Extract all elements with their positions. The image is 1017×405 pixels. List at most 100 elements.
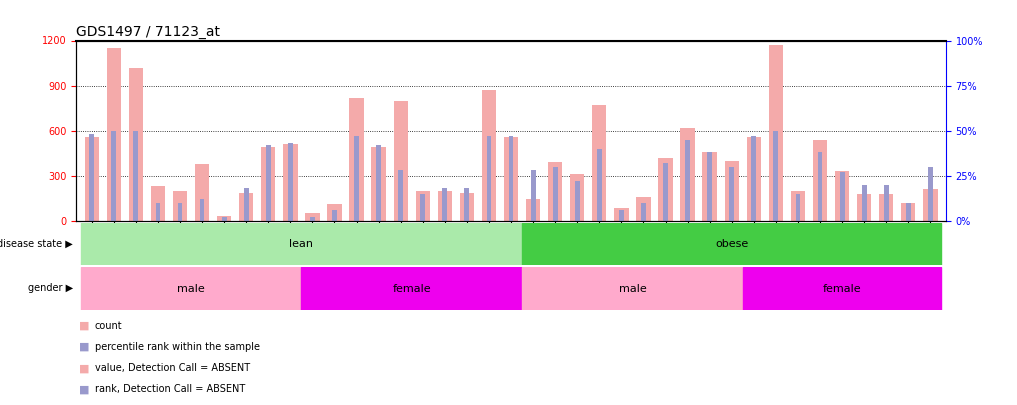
Bar bbox=[261, 147, 276, 221]
Bar bbox=[685, 140, 690, 221]
Bar bbox=[703, 151, 717, 221]
Bar bbox=[597, 149, 602, 221]
Bar bbox=[371, 147, 385, 221]
Text: male: male bbox=[618, 284, 646, 294]
Bar bbox=[641, 202, 646, 221]
Bar bbox=[526, 199, 540, 221]
Bar bbox=[305, 213, 319, 221]
Bar bbox=[522, 267, 742, 310]
Bar bbox=[742, 267, 942, 310]
Bar bbox=[729, 167, 734, 221]
Bar bbox=[614, 208, 629, 221]
Bar bbox=[813, 140, 827, 221]
Bar bbox=[923, 189, 938, 221]
Bar bbox=[399, 170, 403, 221]
Bar bbox=[265, 145, 271, 221]
Bar bbox=[178, 202, 182, 221]
Bar bbox=[592, 105, 606, 221]
Bar bbox=[522, 223, 942, 265]
Bar bbox=[879, 194, 893, 221]
Bar bbox=[906, 202, 910, 221]
Bar bbox=[835, 171, 849, 221]
Text: ■: ■ bbox=[79, 342, 89, 352]
Text: ■: ■ bbox=[79, 321, 89, 331]
Text: disease state ▶: disease state ▶ bbox=[0, 239, 73, 249]
Bar bbox=[151, 186, 165, 221]
Bar bbox=[310, 217, 315, 221]
Bar bbox=[199, 199, 204, 221]
Text: ■: ■ bbox=[79, 384, 89, 394]
Text: ■: ■ bbox=[79, 363, 89, 373]
Bar bbox=[173, 191, 187, 221]
Text: gender ▶: gender ▶ bbox=[28, 284, 73, 293]
Bar bbox=[460, 193, 474, 221]
Bar bbox=[680, 128, 695, 221]
Bar bbox=[707, 152, 712, 221]
Bar bbox=[89, 134, 95, 221]
Bar bbox=[928, 167, 933, 221]
Text: rank, Detection Call = ABSENT: rank, Detection Call = ABSENT bbox=[95, 384, 245, 394]
Bar bbox=[244, 188, 248, 221]
Bar bbox=[724, 161, 739, 221]
Bar bbox=[133, 130, 138, 221]
Bar bbox=[420, 194, 425, 221]
Bar bbox=[442, 188, 447, 221]
Text: percentile rank within the sample: percentile rank within the sample bbox=[95, 342, 259, 352]
Bar bbox=[327, 204, 342, 221]
Bar bbox=[503, 136, 519, 221]
Bar bbox=[818, 152, 823, 221]
Bar bbox=[663, 163, 668, 221]
Bar bbox=[637, 197, 651, 221]
Bar bbox=[239, 193, 253, 221]
Text: lean: lean bbox=[290, 239, 313, 249]
Bar bbox=[80, 267, 301, 310]
Bar bbox=[394, 100, 408, 221]
Bar bbox=[376, 145, 381, 221]
Text: value, Detection Call = ABSENT: value, Detection Call = ABSENT bbox=[95, 363, 250, 373]
Bar bbox=[752, 136, 757, 221]
Bar bbox=[861, 185, 866, 221]
Bar bbox=[575, 181, 580, 221]
Bar bbox=[217, 216, 231, 221]
Bar bbox=[288, 143, 293, 221]
Bar bbox=[571, 174, 585, 221]
Bar bbox=[658, 158, 672, 221]
Bar bbox=[437, 192, 452, 221]
Bar bbox=[107, 48, 121, 221]
Bar bbox=[884, 185, 889, 221]
Bar bbox=[795, 194, 800, 221]
Bar bbox=[195, 164, 210, 221]
Bar bbox=[465, 188, 469, 221]
Text: female: female bbox=[823, 284, 861, 294]
Bar bbox=[84, 136, 99, 221]
Bar bbox=[791, 192, 805, 221]
Bar bbox=[746, 136, 761, 221]
Bar bbox=[553, 167, 557, 221]
Bar bbox=[486, 136, 491, 221]
Text: GDS1497 / 71123_at: GDS1497 / 71123_at bbox=[76, 26, 221, 39]
Bar bbox=[857, 194, 872, 221]
Bar bbox=[301, 267, 522, 310]
Bar bbox=[769, 45, 783, 221]
Bar bbox=[112, 130, 116, 221]
Bar bbox=[531, 170, 536, 221]
Text: female: female bbox=[393, 284, 431, 294]
Bar bbox=[354, 136, 359, 221]
Bar bbox=[156, 202, 161, 221]
Bar bbox=[901, 203, 915, 221]
Bar bbox=[482, 90, 496, 221]
Bar bbox=[619, 210, 623, 221]
Bar bbox=[774, 130, 778, 221]
Text: count: count bbox=[95, 321, 122, 331]
Bar bbox=[222, 217, 227, 221]
Bar bbox=[840, 172, 844, 221]
Bar bbox=[416, 191, 430, 221]
Bar bbox=[350, 98, 364, 221]
Bar bbox=[333, 210, 337, 221]
Bar bbox=[129, 68, 143, 221]
Text: male: male bbox=[177, 284, 204, 294]
Bar bbox=[508, 136, 514, 221]
Bar bbox=[80, 223, 522, 265]
Bar bbox=[548, 162, 562, 221]
Text: obese: obese bbox=[715, 239, 749, 249]
